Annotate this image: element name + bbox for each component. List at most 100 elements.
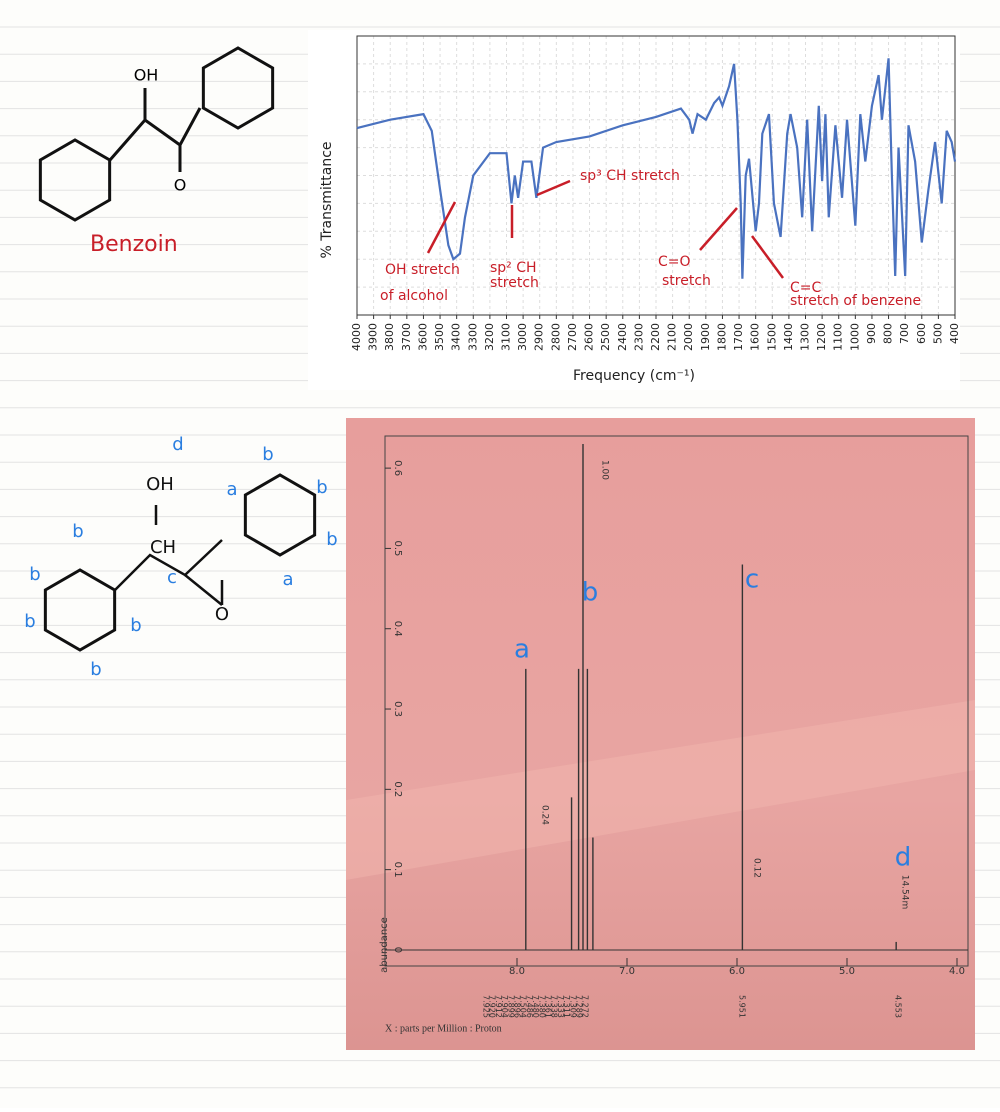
x-tick-label: 7.0	[619, 966, 635, 977]
bonds	[108, 107, 202, 161]
x-tick-label: 4.0	[949, 966, 965, 977]
x-tick-label: 3300	[466, 323, 479, 351]
annotation: C=O	[658, 254, 691, 270]
label: c	[167, 567, 177, 588]
peak-label: 7.925	[482, 995, 491, 1018]
x-tick-label: 900	[865, 323, 878, 344]
x-tick-label: 1800	[715, 323, 728, 351]
y-tick-label: 0.3	[392, 701, 403, 717]
x-tick-label: 3200	[483, 323, 496, 351]
x-tick-label: 2800	[549, 323, 562, 351]
ring	[43, 568, 117, 652]
y-tick-label: 0.6	[392, 460, 403, 476]
y-tick-label: 0	[392, 947, 403, 953]
x-tick-label: 1000	[848, 323, 861, 351]
x-axis-label: X : parts per Million : Proton	[385, 1023, 502, 1034]
integral: 14.54m	[900, 875, 910, 910]
x-tick-label: 1500	[765, 323, 778, 351]
pointer	[426, 201, 457, 254]
x-tick-label: 400	[948, 323, 961, 344]
x-tick-label: 8.0	[509, 966, 525, 977]
x-tick-label: 1700	[732, 323, 745, 351]
peak-label: 7.896	[513, 995, 522, 1018]
annotation: b	[582, 578, 599, 608]
annotation: a	[514, 635, 530, 665]
annotation: stretch of benzene	[790, 293, 921, 309]
label: OH	[146, 474, 174, 495]
annotation: d	[895, 843, 912, 873]
label: b	[90, 659, 101, 680]
label: b	[316, 477, 327, 498]
annotation: C=C	[790, 280, 822, 296]
x-tick-label: 1600	[749, 323, 762, 351]
label: a	[282, 569, 293, 590]
peak-label: 4.553	[894, 995, 903, 1018]
peak-label: 7.380	[537, 995, 546, 1018]
y-tick-label: 0.2	[392, 781, 403, 797]
integral: 1.00	[600, 460, 610, 480]
annotation: of alcohol	[380, 288, 448, 304]
peak-label: 5.951	[738, 995, 747, 1018]
integral: 0.24	[540, 805, 550, 825]
peak-label: 7.333	[556, 995, 565, 1018]
x-tick-label: 3800	[383, 323, 396, 351]
x-tick-label: 3000	[516, 323, 529, 351]
x-tick-label: 600	[915, 323, 928, 344]
y-tick-label: 0.1	[392, 862, 403, 878]
x-tick-label: 4000	[350, 323, 363, 351]
annotation: stretch	[490, 275, 539, 291]
peak-label: 7.504	[519, 995, 528, 1018]
x-tick-label: 500	[931, 323, 944, 344]
x-tick-label: 3500	[433, 323, 446, 351]
x-tick-label: 2200	[649, 323, 662, 351]
x-tick-label: 1900	[699, 323, 712, 351]
label: b	[326, 529, 337, 550]
x-tick-label: 3400	[450, 323, 463, 351]
y-axis-label: % Transmittance	[319, 141, 335, 258]
peak-label: 7.361	[544, 995, 553, 1018]
x-tick-label: 2500	[599, 323, 612, 351]
label: CH	[150, 537, 176, 558]
pointer	[536, 179, 571, 197]
x-tick-label: 700	[898, 323, 911, 344]
x-tick-label: 6.0	[729, 966, 745, 977]
peak-label: 7.480	[531, 995, 540, 1018]
peak-label: 7.309	[568, 995, 577, 1018]
pointer	[750, 235, 785, 279]
x-axis-label: Frequency (cm⁻¹)	[573, 368, 695, 384]
name: Benzoin	[90, 232, 178, 257]
ring	[38, 138, 112, 222]
label: b	[130, 615, 141, 636]
label: OH	[134, 66, 159, 85]
x-tick-label: 2000	[682, 323, 695, 351]
y-tick-label: 0.5	[392, 540, 403, 556]
annotation: OH stretch	[385, 262, 460, 278]
label: b	[24, 611, 35, 632]
label: O	[174, 176, 187, 195]
x-tick-label: 1100	[832, 323, 845, 351]
integral: 0.12	[752, 858, 762, 878]
peak-label: 7.272	[581, 995, 590, 1018]
peak-label: 7.920	[488, 995, 497, 1018]
label: b	[72, 521, 83, 542]
x-tick-label: 800	[882, 323, 895, 344]
annotation: c	[745, 565, 759, 595]
ring	[243, 473, 317, 557]
x-tick-label: 5.0	[839, 966, 855, 977]
x-tick-label: 1300	[799, 323, 812, 351]
annotation: stretch	[662, 273, 711, 289]
ring	[201, 46, 275, 130]
peak-label: 7.311	[562, 995, 571, 1018]
nmr-frame	[384, 435, 969, 967]
peak-label: 7.912	[494, 995, 503, 1018]
x-tick-label: 1400	[782, 323, 795, 351]
y-tick-label: 0.4	[392, 621, 403, 637]
peak-label: 7.338	[550, 995, 559, 1018]
pointer	[699, 207, 738, 251]
peak-label: 7.899	[506, 995, 515, 1018]
x-tick-label: 2600	[583, 323, 596, 351]
plot-frame	[356, 35, 956, 316]
x-tick-label: 3100	[500, 323, 513, 351]
x-tick-label: 2300	[632, 323, 645, 351]
